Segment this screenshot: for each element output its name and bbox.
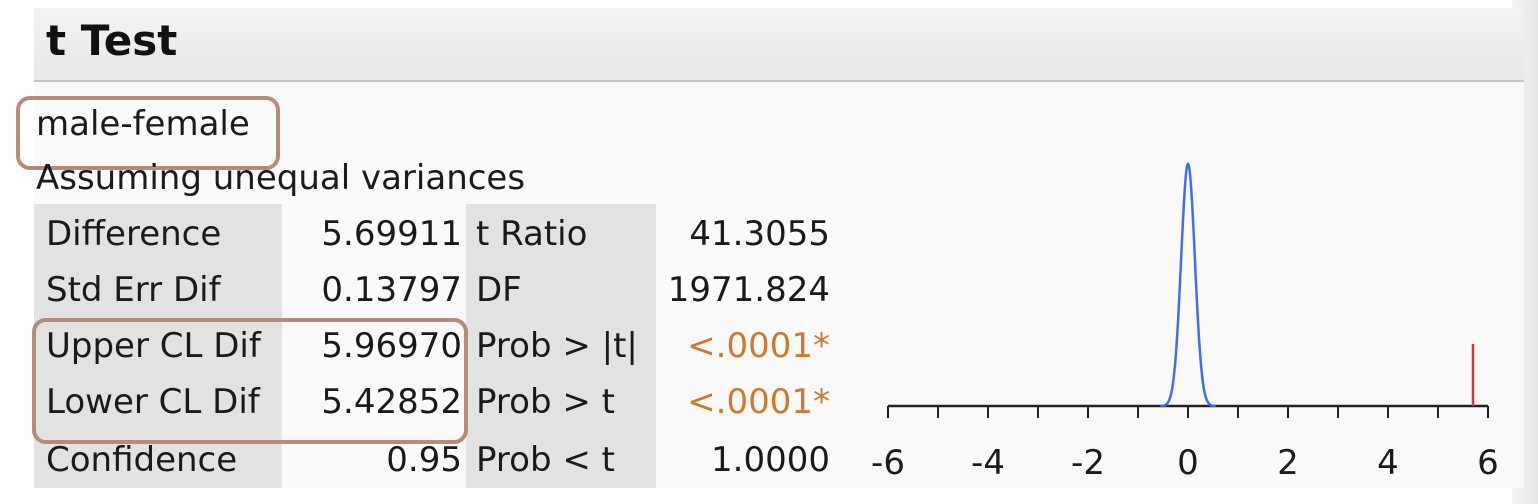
lower-cl-dif-label: Lower CL Dif: [46, 382, 260, 422]
comparison-label: male-female: [36, 104, 250, 144]
confidence-value: 0.95: [386, 440, 462, 480]
upper-cl-dif-value: 5.96970: [321, 326, 462, 366]
upper-cl-dif-label: Upper CL Dif: [46, 326, 261, 366]
prob-greater-value: <.0001*: [687, 382, 830, 422]
variance-assumption: Assuming unequal variances: [36, 158, 526, 198]
distribution-curve: [1160, 162, 1216, 408]
df-value: 1971.824: [667, 270, 830, 310]
report-title: t Test: [46, 16, 178, 65]
prob-less-value: 1.0000: [711, 440, 830, 480]
comparison-highlight: [16, 96, 280, 170]
x-tick-label: 0: [1177, 443, 1199, 483]
x-tick-label: 4: [1377, 443, 1399, 483]
report-header[interactable]: t Test: [34, 8, 1524, 82]
right-label-column: [466, 204, 656, 488]
prob-two-sided-label: Prob > |t|: [476, 326, 638, 366]
std-err-dif-label: Std Err Dif: [46, 270, 221, 310]
x-tick-label: -2: [1071, 443, 1105, 483]
confidence-limits-highlight: [32, 318, 468, 444]
x-tick-label: 2: [1277, 443, 1299, 483]
difference-label: Difference: [46, 214, 222, 254]
x-tick-label: -4: [971, 443, 1005, 483]
confidence-label: Confidence: [46, 440, 238, 480]
t-ratio-label: t Ratio: [476, 214, 588, 254]
x-tick-label: -6: [871, 443, 905, 483]
difference-value: 5.69911: [321, 214, 462, 254]
prob-less-label: Prob < t: [476, 440, 615, 480]
df-label: DF: [476, 270, 522, 310]
x-tick-label: 6: [1477, 443, 1499, 483]
prob-two-sided-value: <.0001*: [687, 326, 830, 366]
prob-greater-label: Prob > t: [476, 382, 615, 422]
t-ratio-value: 41.3055: [689, 214, 830, 254]
std-err-dif-value: 0.13797: [321, 270, 462, 310]
lower-cl-dif-value: 5.42852: [321, 382, 462, 422]
t-test-report: t Test male-female Assuming unequal vari…: [16, 8, 1524, 488]
